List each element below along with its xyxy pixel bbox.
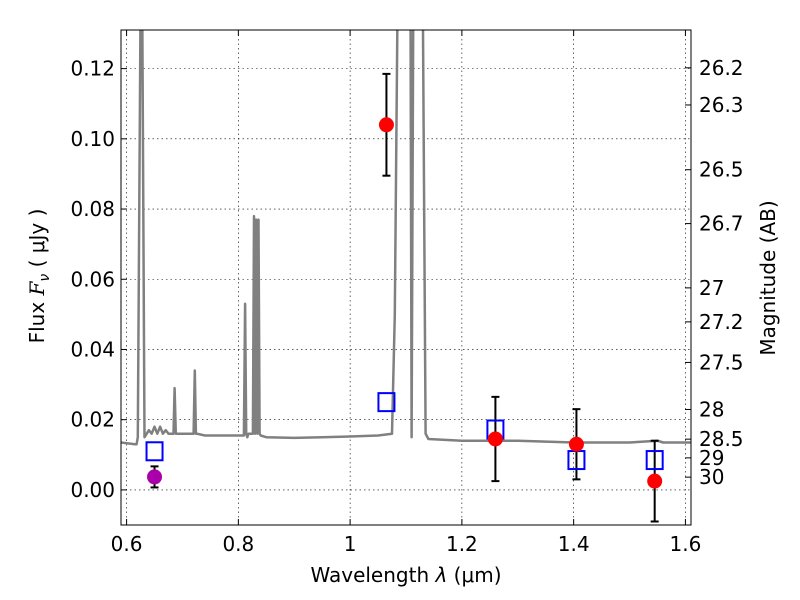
gridlines (121, 30, 691, 525)
observed-photometry-point (568, 436, 584, 452)
plot-frame (120, 29, 692, 526)
magnitude-axis-title: Magnitude (AB) (756, 200, 780, 355)
template-spectrum-line (121, 30, 691, 446)
y-tick-label: 0.00 (70, 478, 115, 502)
observed-photometry-point-special (147, 469, 163, 485)
y-tick-label: 0.02 (70, 408, 115, 432)
observed-photometry-point (487, 431, 503, 447)
model-photometry-point (145, 441, 164, 462)
magnitude-tick-label: 28 (699, 397, 724, 421)
magnitude-tick-label: 26.7 (699, 212, 744, 236)
y-tick-label: 0.08 (70, 197, 115, 221)
magnitude-tick-label: 28.5 (699, 427, 744, 451)
x-tick-label: 0.8 (222, 532, 254, 556)
observed-photometry-point (378, 117, 394, 133)
magnitude-tick-label: 29 (699, 446, 724, 470)
x-tick-label: 0.6 (111, 532, 143, 556)
magnitude-tick-label: 26.2 (699, 56, 744, 80)
y-tick-label: 0.10 (70, 127, 115, 151)
magnitude-tick-label: 27 (699, 276, 724, 300)
model-photometry-point (645, 450, 664, 471)
y-axis-ticks: 0.00 0.02 0.04 0.06 0.08 0.10 0.12 (70, 57, 127, 502)
plot-area (121, 30, 691, 523)
magnitude-tick-label: 26.5 (699, 158, 744, 182)
magnitude-tick-label: 30 (699, 465, 724, 489)
y-tick-label: 0.12 (70, 57, 115, 81)
x-axis-title: Wavelength λ (μm) (310, 563, 501, 587)
magnitude-tick-label: 27.2 (699, 310, 744, 334)
x-axis-ticks: 0.6 0.8 1 1.2 1.4 1.6 (111, 30, 702, 556)
x-tick-label: 1 (344, 532, 357, 556)
magnitude-tick-label: 27.5 (699, 350, 744, 374)
magnitude-tick-label: 26.3 (699, 93, 744, 117)
y-tick-label: 0.06 (70, 267, 115, 291)
x-tick-label: 1.6 (670, 532, 702, 556)
x-tick-label: 1.2 (446, 532, 478, 556)
observed-photometry-point (647, 473, 663, 489)
y-axis-title: Flux Fν ( μJy ) (25, 209, 53, 344)
observed-photometry-markers (147, 117, 663, 489)
model-photometry-point (377, 392, 396, 413)
x-tick-label: 1.4 (558, 532, 590, 556)
y-tick-label: 0.04 (70, 337, 115, 361)
model-photometry-markers (145, 392, 664, 471)
